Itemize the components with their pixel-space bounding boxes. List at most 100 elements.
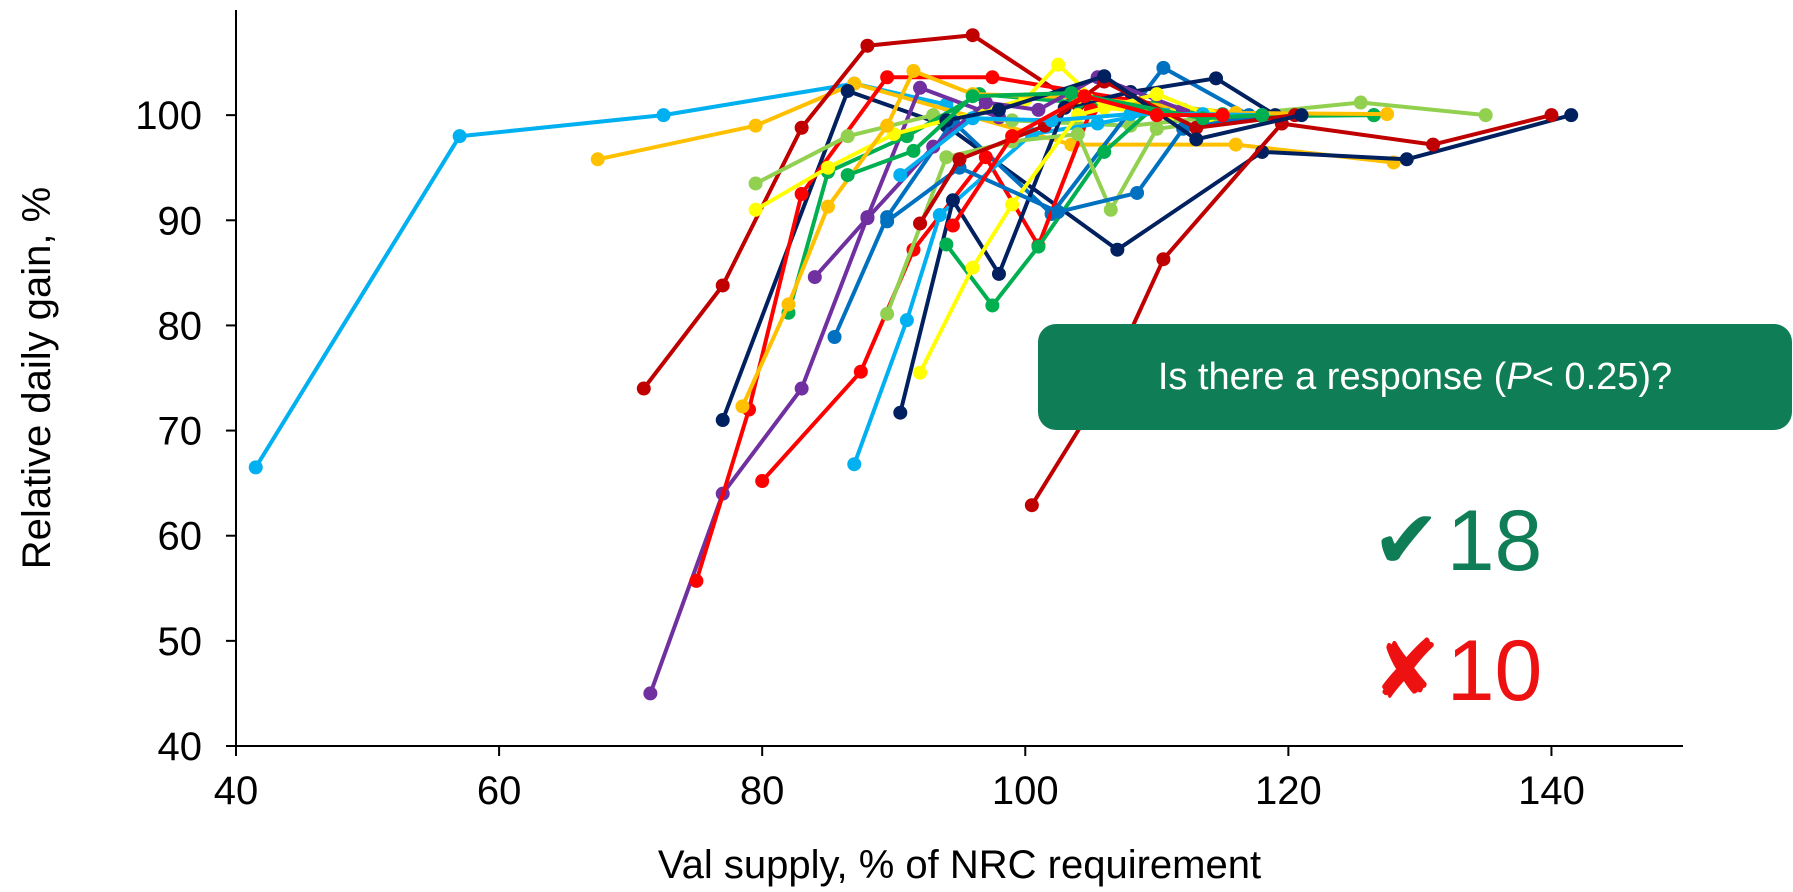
series-24-point	[1255, 108, 1270, 123]
series-10-point	[1156, 60, 1171, 75]
series-19-point	[1149, 87, 1164, 102]
series-14-point	[893, 405, 908, 420]
yes-count-value: 18	[1446, 493, 1543, 589]
callout-prefix: Is there a response (	[1157, 355, 1507, 398]
series-3-point	[715, 278, 730, 293]
series-1-point	[452, 129, 467, 144]
series-13-point	[899, 313, 914, 328]
cross-icon: ✘	[1372, 623, 1441, 718]
series-6-point	[985, 70, 1000, 85]
series-4-point	[1399, 152, 1414, 167]
series-23-point	[1294, 108, 1309, 123]
series-5-point	[913, 80, 928, 95]
series-16-point	[820, 199, 835, 214]
series-3-point	[965, 28, 980, 43]
series-23-point	[991, 102, 1006, 117]
series-25-point	[1215, 108, 1230, 123]
series-23-point	[1097, 69, 1112, 84]
series-12-point	[755, 474, 770, 489]
series-9-point	[748, 202, 763, 217]
series-25-point	[1077, 89, 1092, 104]
series-4-point	[1564, 108, 1579, 123]
series-11-point	[1544, 108, 1559, 123]
series-21-point	[952, 152, 967, 167]
series-6-point	[689, 573, 704, 588]
series-15-point	[985, 298, 1000, 313]
series-11-point	[1156, 252, 1171, 267]
series-2-point	[1228, 137, 1243, 152]
x-tick-label: 140	[1518, 769, 1585, 813]
y-tick-label: 100	[135, 94, 202, 138]
series-19-point	[913, 365, 928, 380]
series-22-point	[893, 168, 908, 183]
series-20-point	[1130, 185, 1145, 200]
y-tick-label: 80	[158, 304, 203, 348]
series-17-point	[1031, 102, 1046, 117]
series-7-point	[1353, 95, 1368, 110]
series-11	[1024, 108, 1559, 513]
series-3-point	[794, 120, 809, 135]
response-no-count: ✘ 10	[1372, 628, 1542, 714]
series-10-point	[827, 329, 842, 344]
series-25-point	[945, 218, 960, 233]
series-17-point	[860, 211, 875, 226]
series-11-point	[1024, 498, 1039, 513]
x-tick-label: 100	[992, 769, 1059, 813]
series-6-point	[880, 70, 895, 85]
series-4-point	[715, 413, 730, 428]
series-5-point	[794, 381, 809, 396]
series-2-point	[748, 118, 763, 133]
series-17-point	[978, 95, 993, 110]
series-24	[840, 86, 1270, 183]
series-16-point	[906, 63, 921, 78]
x-tick-label: 120	[1255, 769, 1322, 813]
series-14-point	[945, 193, 960, 208]
series-21-point	[913, 216, 928, 231]
series-11-point	[1426, 137, 1441, 152]
response-yes-count: ✔ 18	[1372, 498, 1542, 584]
series-3-point	[860, 38, 875, 53]
series-18-point	[1149, 121, 1164, 136]
series-5-line	[648, 85, 1000, 695]
series-4-point	[1110, 242, 1125, 257]
callout-p-symbol: P	[1506, 355, 1532, 398]
callout-suffix: < 0.25)?	[1531, 355, 1673, 398]
series-18-point	[880, 306, 895, 321]
series-19-line	[918, 92, 1211, 374]
series-14-point	[991, 266, 1006, 281]
series-19-point	[1005, 197, 1020, 212]
series-13-point	[847, 457, 862, 472]
series-15-point	[1031, 239, 1046, 254]
series-16-point	[1380, 107, 1395, 122]
series-16-point	[781, 297, 796, 312]
x-axis-title: Val supply, % of NRC requirement	[658, 843, 1261, 887]
response-callout: Is there a response (P < 0.25)?	[1038, 324, 1792, 430]
series-18-point	[1070, 127, 1085, 142]
series-1-point	[656, 108, 671, 123]
series-16-point	[735, 399, 750, 414]
series-7-point	[840, 129, 855, 144]
series-6-point	[794, 187, 809, 201]
series-20-point	[880, 214, 895, 229]
series-25	[945, 89, 1230, 233]
series-10-line	[832, 65, 1250, 338]
x-tick-label: 40	[214, 769, 259, 813]
series-24-point	[965, 89, 980, 104]
series-11-line	[1030, 113, 1552, 507]
series-9-point	[820, 160, 835, 175]
tick-layer: 40 60 80 100 120 140 40 50 60 70 80 90 100	[135, 94, 1585, 813]
no-count-value: 10	[1446, 623, 1543, 719]
series-15-point	[939, 237, 954, 252]
series-3-point	[636, 381, 651, 396]
series-24-point	[840, 168, 855, 183]
y-tick-label: 50	[158, 620, 203, 664]
series-18-point	[939, 150, 954, 165]
x-tick-label: 60	[477, 769, 522, 813]
y-tick-label: 40	[158, 725, 203, 769]
series-12-point	[978, 150, 993, 165]
series-13-point	[1090, 116, 1105, 131]
series-25-point	[1149, 108, 1164, 123]
series-4-point	[840, 83, 855, 98]
series-24-point	[1064, 86, 1079, 101]
